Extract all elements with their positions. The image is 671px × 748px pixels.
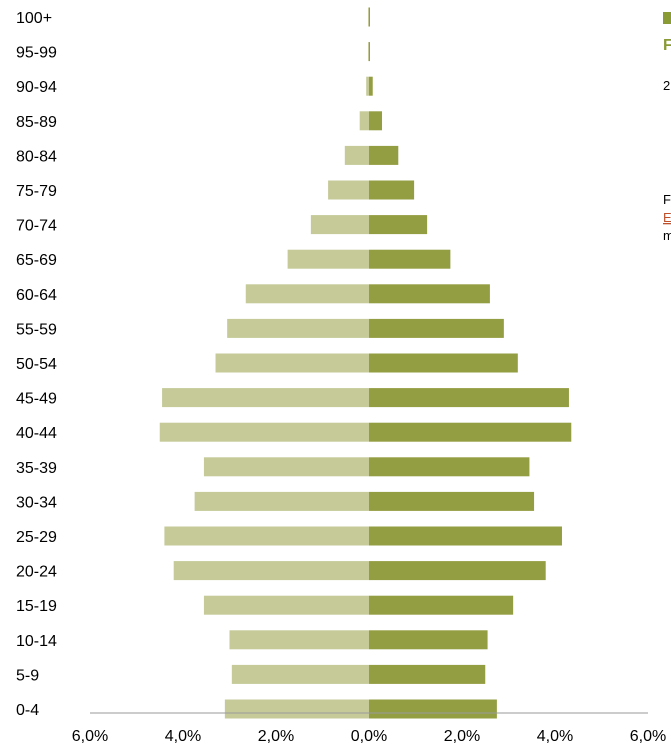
- age-label: 15-19: [16, 598, 57, 615]
- bar-left: [344, 145, 369, 165]
- bar-left: [287, 249, 369, 269]
- bar-left: [359, 111, 369, 131]
- bar-left: [224, 699, 369, 719]
- age-label: 50-54: [16, 356, 57, 373]
- bar-right: [369, 457, 530, 477]
- side-text-line2: F: [663, 192, 671, 207]
- bar-right: [369, 699, 497, 719]
- age-label: 60-64: [16, 287, 57, 304]
- bar-left: [368, 42, 369, 62]
- bar-right: [369, 630, 488, 650]
- x-tick-label: 2,0%: [258, 728, 294, 745]
- side-text-line1: 2: [663, 78, 670, 93]
- bar-right: [369, 388, 569, 408]
- bar-left: [229, 630, 369, 650]
- age-label: 45-49: [16, 391, 57, 408]
- bar-right: [369, 145, 399, 165]
- legend-swatch: [663, 12, 671, 24]
- bar-right: [369, 422, 572, 442]
- bar-left: [194, 491, 369, 511]
- x-ticks-layer: 6,0% 4,0% 2,0% 0,0% 2,0% 4,0% 6,0%: [72, 728, 666, 745]
- bar-left: [173, 561, 369, 581]
- bar-left: [328, 180, 369, 200]
- bar-left: [164, 526, 369, 546]
- side-text-line3: m: [663, 228, 671, 243]
- age-label: 100+: [16, 10, 52, 27]
- bar-left: [310, 215, 369, 235]
- side-title-fragment: F: [663, 37, 671, 54]
- age-label: 80-84: [16, 148, 57, 165]
- bar-left: [215, 353, 369, 373]
- age-label: 35-39: [16, 460, 57, 477]
- age-label: 25-29: [16, 529, 57, 546]
- x-tick-label: 6,0%: [630, 728, 666, 745]
- age-label: 30-34: [16, 494, 57, 511]
- x-tick-label: 4,0%: [165, 728, 201, 745]
- bar-right: [369, 595, 514, 615]
- x-tick-label: 6,0%: [72, 728, 108, 745]
- bar-right: [369, 180, 415, 200]
- bar-left: [368, 7, 369, 27]
- age-label: 20-24: [16, 564, 57, 581]
- bar-right: [369, 491, 535, 511]
- bar-left: [366, 76, 369, 96]
- age-label: 10-14: [16, 633, 57, 650]
- bar-right: [369, 561, 546, 581]
- age-label: 55-59: [16, 321, 57, 338]
- x-tick-label: 2,0%: [444, 728, 480, 745]
- age-label: 85-89: [16, 114, 57, 131]
- bars-layer: [159, 7, 572, 719]
- x-tick-label: 0,0%: [351, 728, 387, 745]
- bar-right: [369, 284, 490, 304]
- bar-right: [369, 664, 486, 684]
- bar-right: [369, 42, 370, 62]
- age-labels-layer: 0-4 5-9 10-14 15-19 20-24 25-29 30-34 35-39 40-4…: [16, 10, 57, 719]
- bar-right: [369, 318, 504, 338]
- bar-right: [369, 111, 383, 131]
- bar-left: [203, 595, 369, 615]
- bar-right: [369, 7, 370, 27]
- age-label: 75-79: [16, 183, 57, 200]
- bar-left: [203, 457, 369, 477]
- bar-right: [369, 526, 562, 546]
- age-label: 0-4: [16, 702, 39, 719]
- age-label: 90-94: [16, 79, 57, 96]
- source-link[interactable]: E: [663, 210, 671, 225]
- bar-left: [231, 664, 369, 684]
- bar-left: [227, 318, 369, 338]
- bar-left: [159, 422, 369, 442]
- bar-right: [369, 353, 518, 373]
- bar-left: [245, 284, 369, 304]
- age-label: 95-99: [16, 45, 57, 62]
- age-label: 5-9: [16, 667, 39, 684]
- bar-right: [369, 76, 373, 96]
- age-label: 40-44: [16, 425, 57, 442]
- bar-left: [162, 388, 369, 408]
- age-label: 70-74: [16, 218, 57, 235]
- bar-right: [369, 215, 428, 235]
- x-tick-label: 4,0%: [537, 728, 573, 745]
- age-label: 65-69: [16, 252, 57, 269]
- bar-right: [369, 249, 451, 269]
